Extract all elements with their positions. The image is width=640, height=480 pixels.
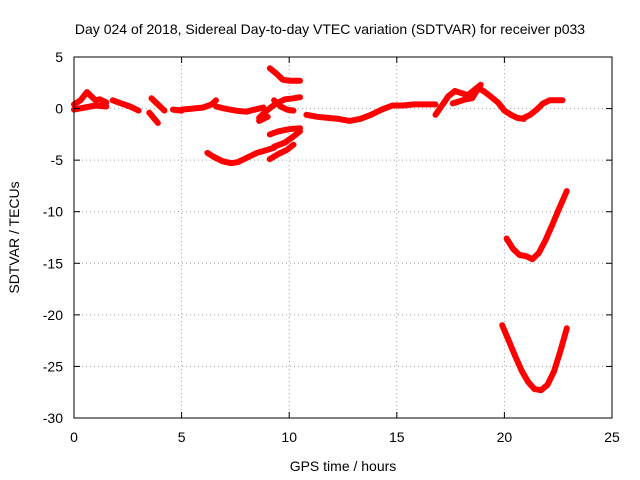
- y-tick-label: -20: [43, 307, 63, 323]
- x-axis-label: GPS time / hours: [290, 458, 397, 474]
- y-tick-label: -15: [43, 255, 63, 271]
- series-track-20: [520, 97, 566, 121]
- series-track-13: [271, 97, 297, 114]
- x-tick-label: 15: [389, 429, 405, 445]
- series-track-11: [256, 113, 271, 124]
- axis-ticks: 0 5 10 15 20 25 5 0 -5 -10 -15 -20 -25 -30: [43, 49, 620, 445]
- series-group: [71, 65, 570, 394]
- series-track-4: [148, 95, 168, 114]
- y-tick-label: 0: [55, 101, 63, 117]
- series-track-7: [178, 97, 219, 113]
- series-track-15: [271, 128, 303, 150]
- series-track-17: [303, 101, 439, 124]
- y-tick-label: -10: [43, 204, 63, 220]
- grid: [74, 57, 612, 418]
- x-tick-label: 25: [604, 429, 620, 445]
- series-track-9: [204, 144, 278, 167]
- series-track-14: [266, 125, 303, 138]
- x-tick-label: 20: [497, 429, 513, 445]
- y-tick-label: -5: [51, 152, 64, 168]
- series-track-12: [266, 65, 303, 84]
- series-track-1: [71, 89, 110, 108]
- series-track-22: [499, 322, 570, 394]
- series-track-3: [109, 97, 142, 114]
- x-tick-label: 0: [70, 429, 78, 445]
- y-axis-label: SDTVAR / TECUs: [6, 181, 22, 293]
- series-track-5: [146, 109, 161, 126]
- series-track-21: [503, 188, 570, 263]
- y-tick-label: -30: [43, 410, 63, 426]
- chart-title: Day 024 of 2018, Sidereal Day-to-day VTE…: [75, 21, 585, 37]
- plot-frame: [73, 56, 613, 419]
- y-tick-label: -25: [43, 358, 63, 374]
- x-tick-label: 5: [178, 429, 186, 445]
- series-track-8: [213, 103, 267, 115]
- series-track-19: [449, 84, 527, 122]
- y-tick-label: 5: [55, 49, 63, 65]
- series-track-16: [266, 141, 297, 163]
- x-tick-label: 10: [281, 429, 297, 445]
